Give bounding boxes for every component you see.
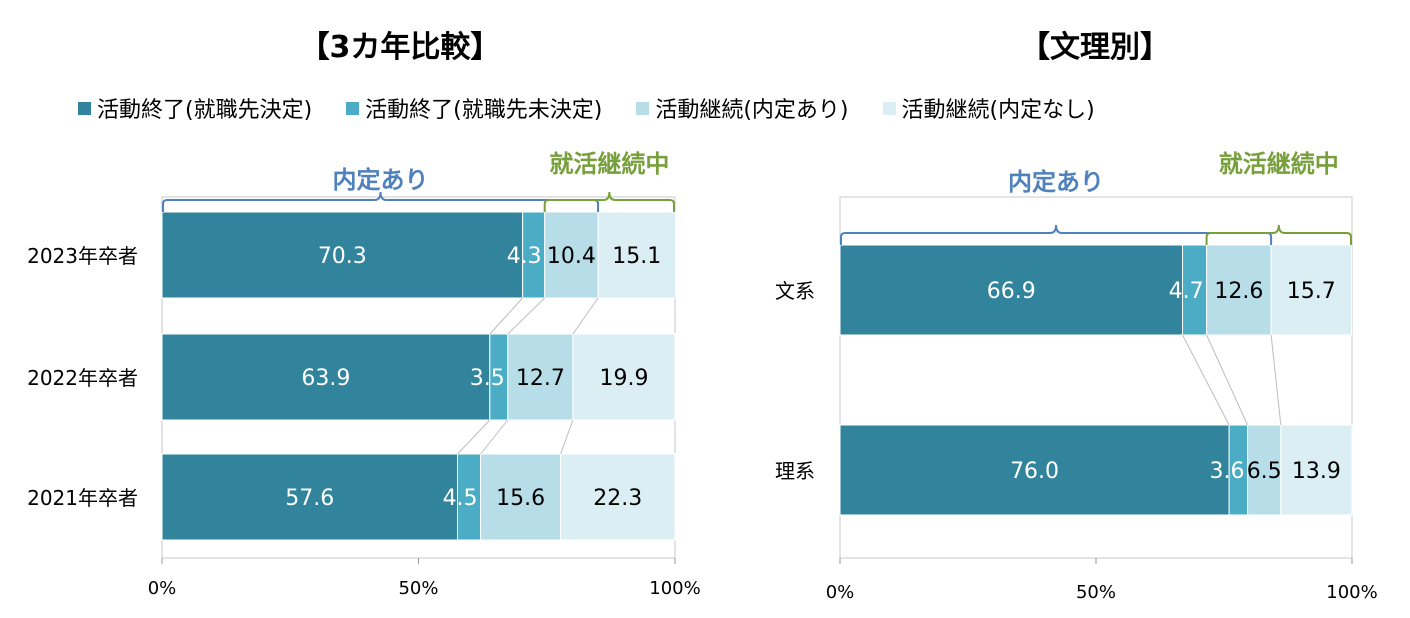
x-tick-label: 50%	[398, 578, 438, 599]
data-label: 15.7	[1287, 279, 1336, 304]
bar-segment	[1206, 244, 1272, 336]
legend-swatch	[346, 101, 360, 115]
x-tick-label: 100%	[1326, 582, 1377, 603]
legend-swatch	[882, 101, 896, 115]
data-label: 4.3	[507, 244, 542, 269]
data-label: 15.6	[496, 486, 545, 511]
series-connector	[489, 297, 524, 335]
bar-segment	[161, 333, 491, 421]
data-label: 22.3	[593, 486, 642, 511]
legend-label: 活動継続(内定あり)	[655, 98, 849, 123]
series-connector	[480, 419, 509, 455]
bar-segment	[560, 453, 676, 541]
legend-item-naitei-ari: 活動継続(内定あり)	[636, 92, 849, 124]
bar-segment	[839, 424, 1230, 516]
series-connector	[1270, 334, 1282, 426]
bracket-shukatsu-keizokuchu	[1205, 224, 1352, 245]
x-tick-label: 100%	[649, 578, 700, 599]
legend-item-mikettei: 活動終了(就職先未決定)	[346, 92, 602, 124]
bracket-label-naitei-ari: 内定あり	[333, 166, 429, 194]
bar-segment	[572, 333, 676, 421]
bar-segment	[839, 244, 1184, 336]
bar-segment	[544, 211, 599, 299]
bar-segment	[480, 453, 562, 541]
category-label: 2023年卒者	[27, 244, 138, 268]
legend-label: 活動終了(就職先決定)	[97, 98, 313, 123]
category-label: 文系	[775, 279, 815, 303]
bar-segment	[161, 453, 458, 541]
data-label: 57.6	[285, 486, 334, 511]
legend-item-naitei-nashi: 活動継続(内定なし)	[882, 92, 1095, 124]
bracket-naitei-ari	[162, 191, 600, 212]
data-label: 15.1	[612, 244, 661, 269]
legend-item-kettei: 活動終了(就職先決定)	[78, 92, 312, 124]
legend: 活動終了(就職先決定) 活動終了(就職先未決定) 活動継続(内定あり) 活動継続…	[78, 92, 1129, 124]
bar-segment	[1270, 244, 1352, 336]
chart-title-3year: 【3カ年比較】	[299, 30, 501, 65]
bar-segment	[161, 211, 524, 299]
data-label: 66.9	[987, 279, 1036, 304]
bar-segment	[507, 333, 574, 421]
data-label: 4.7	[1169, 279, 1204, 304]
x-tick-label: 0%	[148, 578, 177, 599]
bar-segment	[1182, 244, 1208, 336]
data-label: 10.4	[547, 244, 596, 269]
legend-label: 活動終了(就職先未決定)	[365, 98, 603, 123]
data-label: 76.0	[1010, 459, 1059, 484]
category-label: 2021年卒者	[27, 486, 138, 510]
series-connector	[457, 419, 491, 455]
x-tick-label: 0%	[826, 582, 855, 603]
x-tick-label: 50%	[1076, 582, 1116, 603]
data-label: 3.6	[1210, 459, 1245, 484]
legend-swatch	[636, 101, 650, 115]
series-connector	[507, 297, 546, 335]
series-connector	[560, 419, 574, 455]
category-label: 理系	[775, 459, 815, 483]
legend-label: 活動継続(内定なし)	[901, 98, 1095, 123]
data-label: 12.6	[1214, 279, 1263, 304]
chart-title-bunri: 【文理別】	[1020, 30, 1170, 65]
bar-segment	[597, 211, 677, 299]
bar-segment	[1280, 424, 1353, 516]
bracket-shukatsu-keizokuchu	[543, 191, 675, 212]
data-label: 63.9	[301, 366, 350, 391]
bar-segment	[1247, 424, 1282, 516]
data-label: 4.5	[443, 486, 478, 511]
bracket-label-shukatsu-keizokuchu: 就活継続中	[1219, 150, 1339, 178]
data-label: 6.5	[1247, 459, 1282, 484]
series-connector	[1182, 334, 1230, 426]
bracket-label-naitei-ari: 内定あり	[1008, 168, 1104, 196]
legend-swatch	[78, 101, 91, 115]
data-label: 19.9	[599, 366, 648, 391]
category-label: 2022年卒者	[27, 366, 138, 390]
series-connector	[572, 297, 599, 335]
data-label: 12.7	[516, 366, 565, 391]
series-connector	[1206, 334, 1249, 426]
data-label: 3.5	[470, 366, 505, 391]
data-label: 13.9	[1292, 459, 1341, 484]
bracket-label-shukatsu-keizokuchu: 就活継続中	[549, 150, 669, 178]
data-label: 70.3	[318, 244, 367, 269]
